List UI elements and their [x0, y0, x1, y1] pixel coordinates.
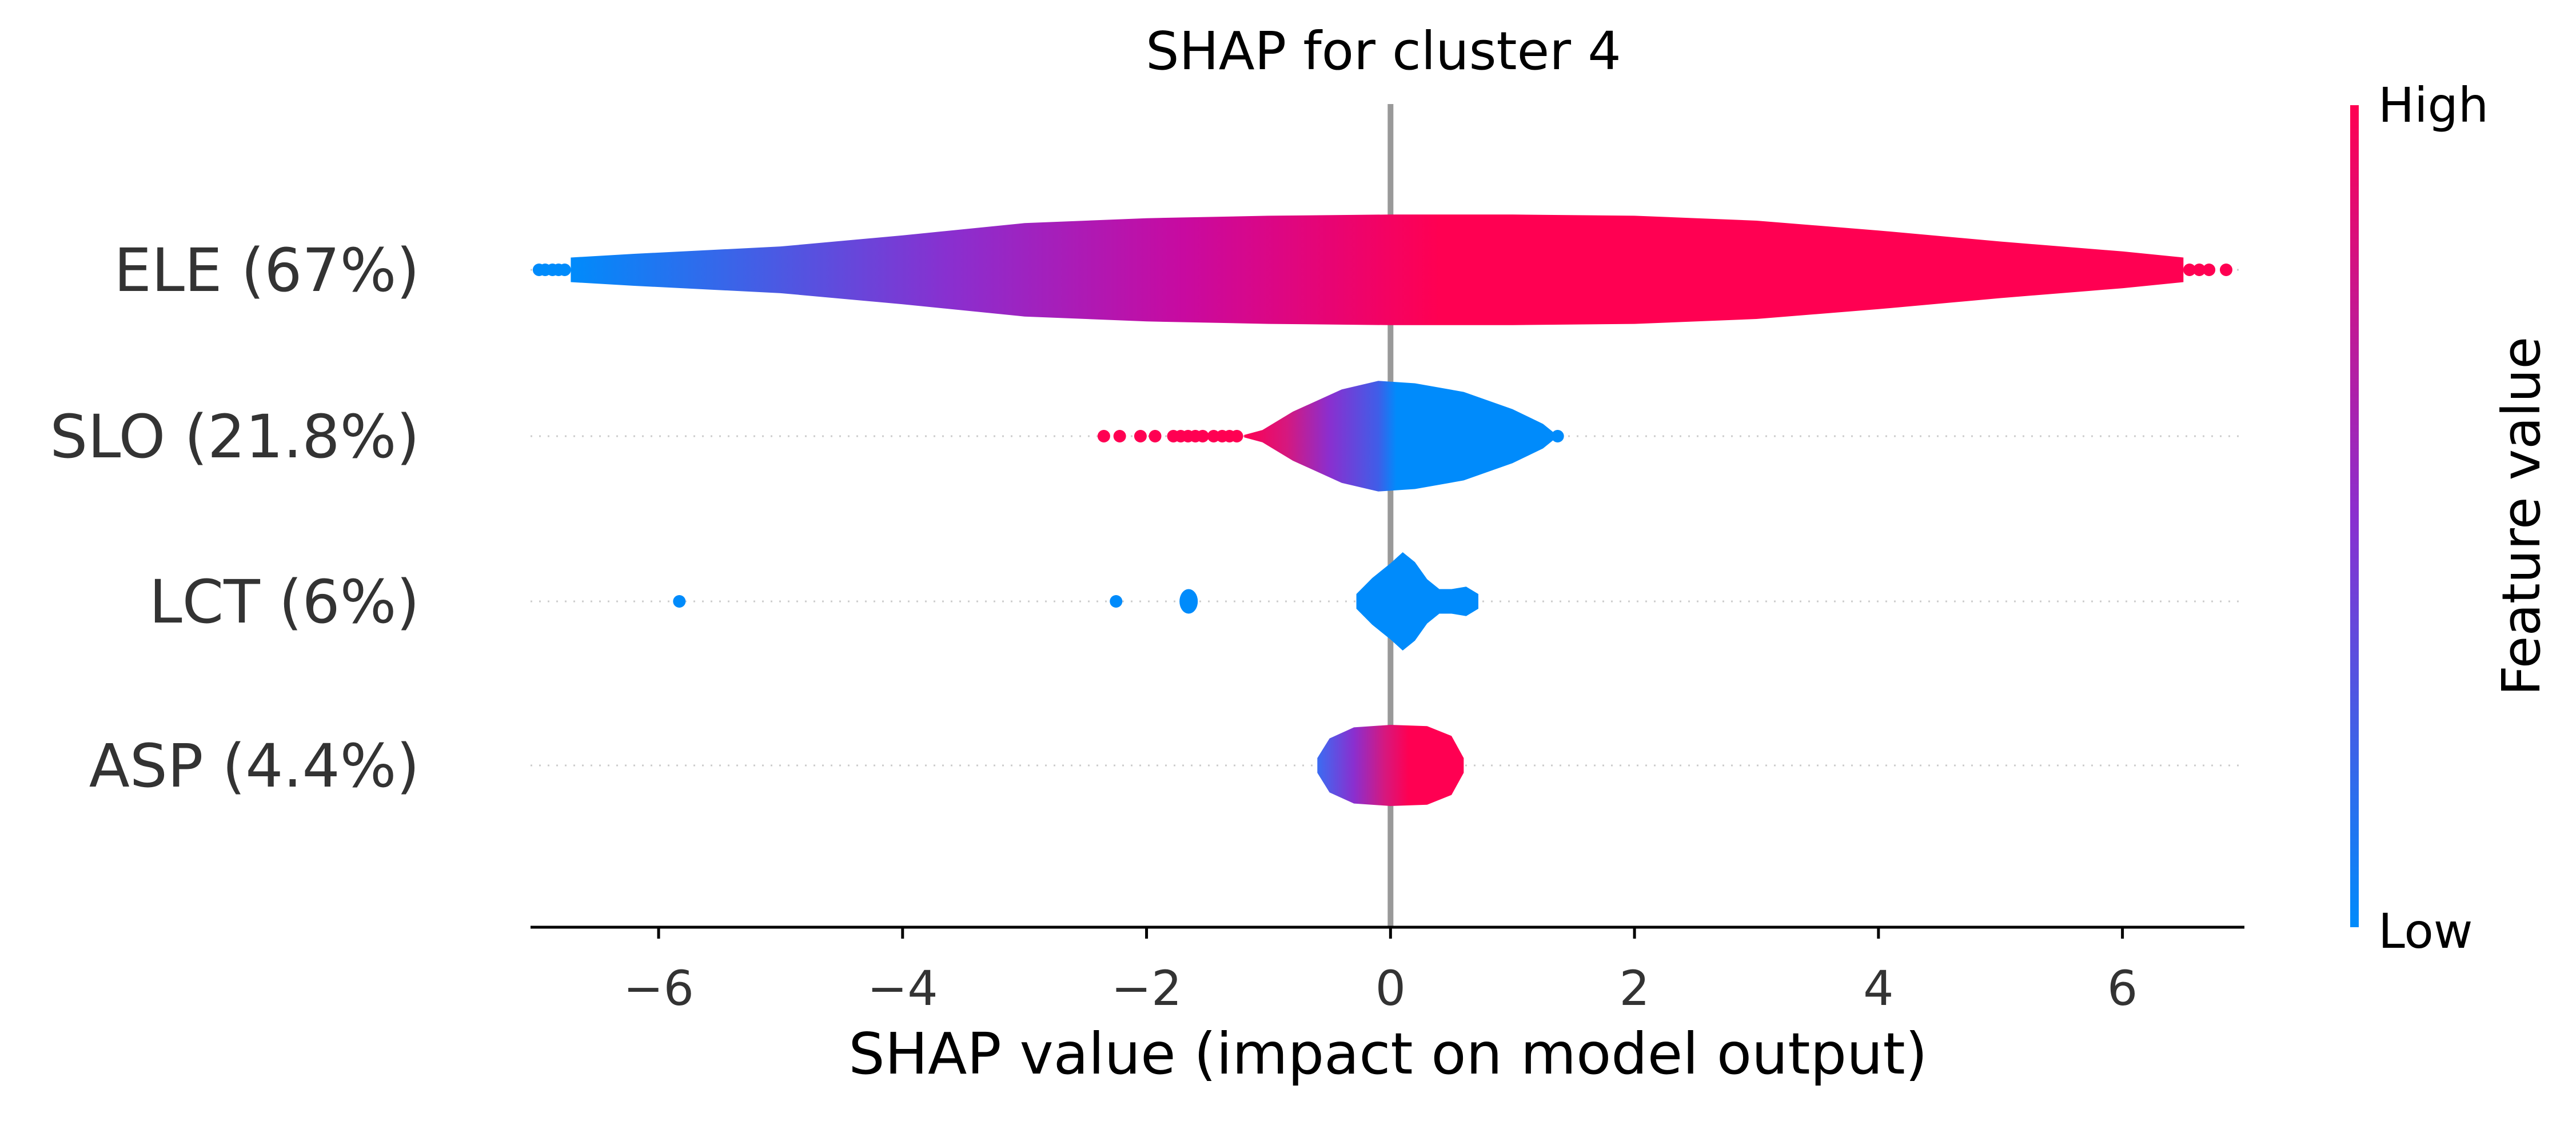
outlier-point — [1097, 430, 1110, 442]
x-tick-label: −2 — [1111, 960, 1182, 1016]
outlier-point — [673, 595, 686, 608]
outlier-point — [1113, 430, 1126, 442]
outlier-point — [2203, 264, 2216, 276]
feature-label: LCT (6%) — [149, 567, 420, 637]
colorbar-low-label: Low — [2378, 903, 2473, 959]
outlier-point — [1230, 430, 1243, 442]
x-tick-label: 4 — [1863, 960, 1893, 1016]
violin-shape — [1356, 552, 1478, 651]
grid-lines — [531, 269, 2244, 767]
outlier-point — [1196, 430, 1209, 442]
point-cluster — [1179, 589, 1198, 614]
chart-title: SHAP for cluster 4 — [1146, 21, 1621, 82]
x-axis-ticks: −6 −4 −2 0 2 4 6 — [623, 927, 2138, 1016]
violin-shape — [571, 214, 2184, 325]
x-tick-label: −4 — [867, 960, 938, 1016]
outlier-point — [1149, 430, 1162, 442]
feature-label: SLO (21.8%) — [50, 402, 420, 472]
colorbar: High Low Feature value — [2350, 77, 2552, 959]
x-tick-label: 2 — [1619, 960, 1649, 1016]
outlier-point — [2193, 264, 2206, 276]
x-axis-label: SHAP value (impact on model output) — [848, 1020, 1927, 1087]
outlier-point — [1134, 430, 1147, 442]
violin-shape — [1317, 725, 1464, 806]
outlier-point — [2219, 264, 2232, 276]
outlier-point — [1551, 430, 1564, 442]
outlier-point — [2183, 264, 2196, 276]
feature-labels: ELE (67%) SLO (21.8%) LCT (6%) ASP (4.4%) — [50, 236, 420, 801]
x-tick-label: 0 — [1375, 960, 1406, 1016]
colorbar-bar — [2350, 105, 2359, 927]
colorbar-high-label: High — [2378, 77, 2489, 133]
outlier-points — [532, 264, 2232, 614]
outlier-point — [1110, 595, 1123, 608]
violins — [571, 214, 2184, 806]
x-tick-label: −6 — [623, 960, 694, 1016]
x-tick-label: 6 — [2107, 960, 2138, 1016]
violin-shape — [1244, 381, 1556, 492]
outlier-point — [558, 264, 571, 276]
colorbar-title: Feature value — [2491, 337, 2552, 696]
feature-label: ELE (67%) — [114, 236, 420, 305]
feature-label: ASP (4.4%) — [89, 731, 420, 801]
